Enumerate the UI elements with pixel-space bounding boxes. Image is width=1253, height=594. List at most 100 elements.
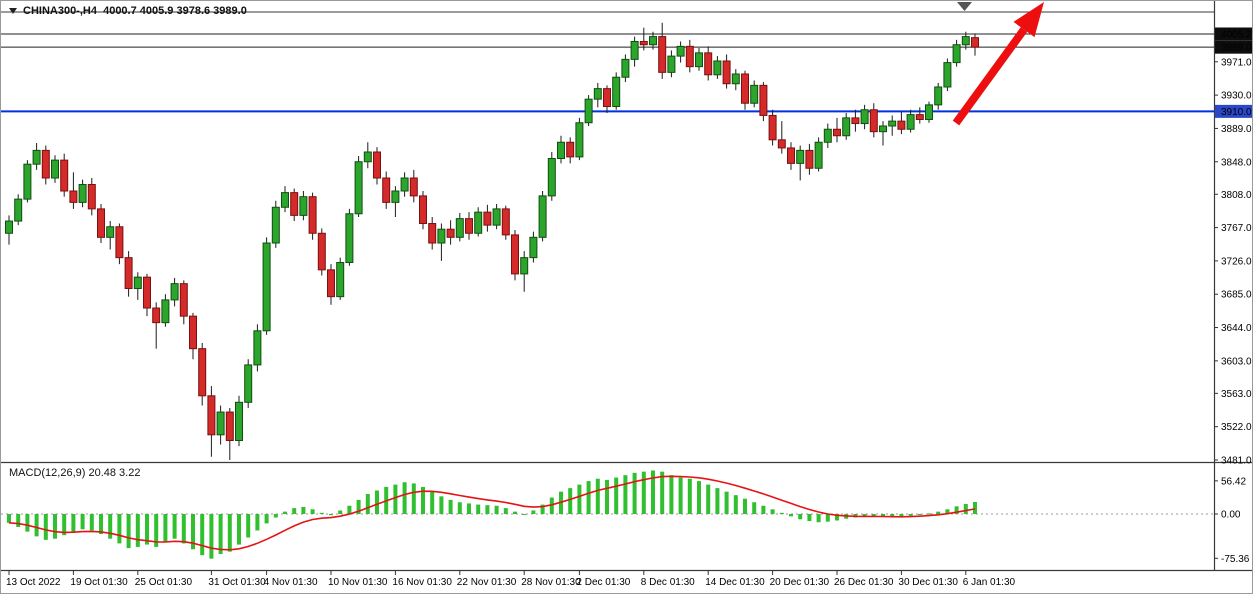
macd-histogram-bar [80, 514, 85, 530]
candle-body [133, 276, 142, 290]
candle [842, 112, 851, 140]
macd-histogram-bar [467, 503, 471, 514]
time-axis-label: 20 Dec 01:30 [770, 577, 830, 588]
candle-body [446, 228, 455, 238]
chart-menu-arrow-icon[interactable] [9, 8, 17, 14]
macd-histogram-bar [494, 505, 499, 514]
candle [934, 82, 943, 110]
candle [253, 324, 262, 372]
candle [566, 137, 575, 164]
macd-histogram-bar [292, 508, 297, 514]
candle-body [768, 114, 777, 141]
trend-arrow-shaft[interactable] [952, 27, 1028, 126]
candle [713, 56, 722, 79]
macd-histogram-bar [641, 471, 646, 514]
candle-body [879, 125, 887, 133]
candle [189, 312, 197, 360]
macd-histogram-bar [945, 509, 950, 514]
candle-body [382, 177, 391, 203]
macd-histogram-bar [200, 514, 205, 556]
candle [943, 58, 952, 92]
candle-body [170, 283, 179, 301]
macd-histogram-bar [62, 514, 67, 536]
time-axis-label: 19 Oct 01:30 [70, 577, 128, 588]
candle [639, 27, 648, 51]
price-tag-label: 4005.2 [1221, 30, 1252, 41]
candle [731, 69, 740, 91]
candle-body [685, 45, 694, 68]
candle-body [667, 55, 676, 73]
candle [593, 82, 602, 108]
macd-histogram-bar [246, 514, 251, 538]
candle-body [731, 73, 740, 85]
candle [474, 207, 483, 237]
price-axis-label: 3848.0 [1221, 157, 1252, 168]
candle-body [943, 62, 952, 88]
macd-histogram-bar [936, 511, 941, 514]
macd-histogram-bar [724, 491, 729, 514]
macd-histogram-bar [890, 514, 895, 518]
macd-histogram-bar [963, 504, 968, 514]
macd-histogram-bar [835, 514, 839, 521]
candle [823, 123, 832, 148]
price-axis-label: 3481.0 [1221, 456, 1252, 467]
candle [290, 188, 299, 222]
candle [235, 395, 243, 447]
macd-histogram-bar [7, 514, 11, 523]
macd-histogram-bar [678, 477, 683, 514]
candle [354, 156, 363, 218]
macd-histogram-bar [779, 512, 784, 514]
candle [198, 342, 207, 406]
candle-body [474, 211, 483, 234]
candle-body [32, 149, 41, 165]
candle-body [115, 226, 124, 259]
candle [869, 103, 878, 138]
macd-histogram-bar [283, 511, 287, 514]
time-axis-label: 13 Oct 2022 [6, 577, 61, 588]
price-tag-label: 3989.0 [1221, 43, 1252, 54]
candle [244, 359, 253, 408]
candle-body [906, 114, 915, 130]
time-axis-label: 2 Dec 01:30 [576, 577, 630, 588]
macd-histogram-bar [430, 491, 435, 514]
macd-histogram-bar [476, 504, 481, 514]
macd-histogram-bar [255, 514, 260, 531]
candle-body [547, 158, 556, 197]
candle [695, 47, 703, 71]
macd-histogram-bar [273, 514, 278, 518]
macd-histogram-bar [549, 497, 554, 514]
candle [382, 171, 391, 209]
macd-histogram-bar [697, 481, 701, 514]
candle-body [419, 195, 427, 225]
macd-histogram-bar [770, 509, 775, 514]
candle-body [722, 60, 731, 85]
macd-histogram-bar [577, 484, 582, 514]
macd-histogram-bar [687, 478, 692, 514]
macd-histogram-bar [540, 504, 545, 514]
candle-body [897, 120, 906, 130]
macd-histogram-bar [881, 514, 885, 517]
candle [428, 217, 437, 250]
candle [308, 192, 317, 240]
time-axis-label: 4 Nov 01:30 [264, 577, 318, 588]
candle-body [437, 228, 446, 244]
trend-arrow-head [1013, 2, 1044, 38]
macd-histogram-bar [71, 514, 76, 532]
candle [262, 237, 271, 335]
macd-histogram-bar [25, 514, 30, 532]
candle [741, 70, 749, 110]
candle [363, 142, 372, 169]
macd-histogram-bar [531, 510, 536, 514]
candle [584, 95, 593, 126]
candles [5, 22, 979, 460]
price-tag [1215, 27, 1252, 41]
time-axis-label: 10 Nov 01:30 [328, 577, 388, 588]
candle [612, 72, 621, 110]
candle-body [538, 195, 547, 238]
price-axis-label: 3889.0 [1221, 124, 1252, 135]
trend-arrow-annotation[interactable] [952, 2, 1044, 126]
candle-body [235, 401, 243, 441]
macd-histogram-bar [365, 494, 370, 514]
price-axis-label: 3522.0 [1221, 422, 1252, 433]
